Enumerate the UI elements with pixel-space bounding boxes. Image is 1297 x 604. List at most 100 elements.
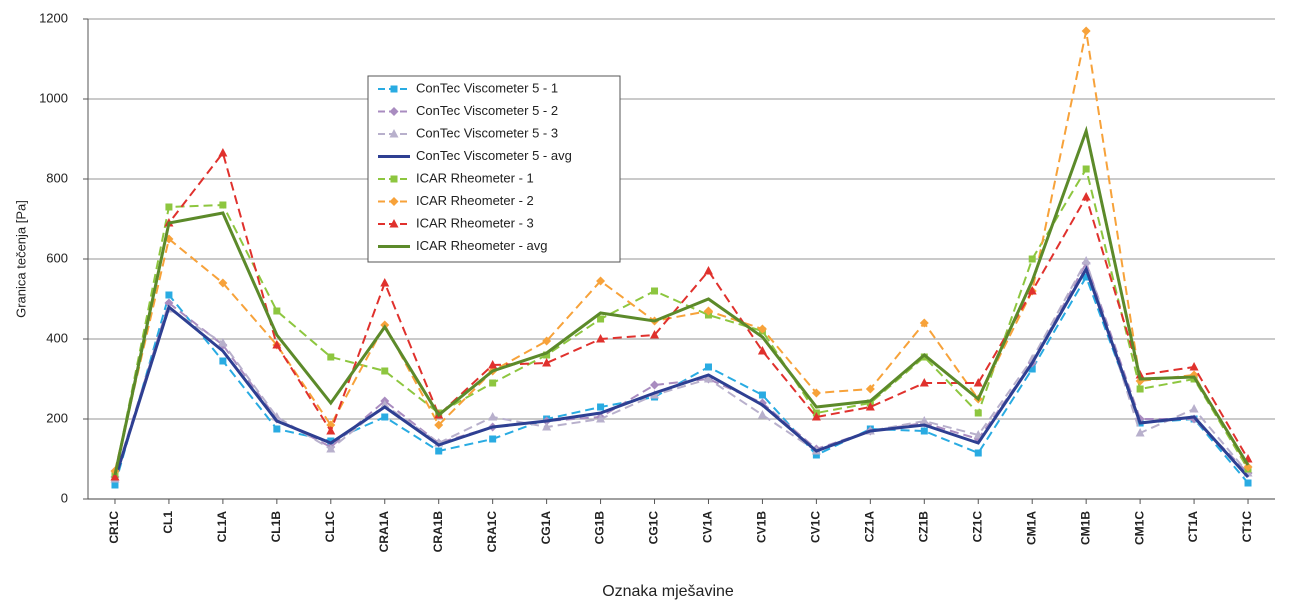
marker [380,400,390,409]
marker [919,318,929,328]
marker [596,334,606,343]
marker [435,447,443,455]
marker [757,324,767,334]
y-tick-label: 1200 [39,10,68,25]
marker [273,307,281,315]
marker [1081,256,1091,265]
legend-box [367,75,621,263]
x-tick-label: CL1 [161,511,175,534]
y-tick-label: 200 [46,410,68,425]
legend: ConTec Viscometer 5 - 1 ConTec Viscometer… [367,75,621,263]
x-tick-label: CL1B [269,511,283,543]
marker [651,287,659,295]
marker [704,363,712,371]
x-tick-label: CRA1B [431,511,445,553]
marker [1244,479,1252,487]
marker [919,416,929,425]
marker [218,338,228,347]
marker [164,298,174,308]
marker [542,358,552,367]
y-tick-label: 800 [46,170,68,185]
marker [326,426,336,435]
y-tick-label: 400 [46,330,68,345]
series-line [114,260,1249,478]
marker [326,444,336,453]
marker [757,410,767,419]
legend-marker [390,85,398,93]
legend-marker [389,197,399,206]
marker [218,148,228,157]
x-tick-label: CM1A [1024,511,1038,545]
x-tick-label: CV1B [755,511,769,543]
legend-label: ConTec Viscometer 5 - 1 [416,80,558,95]
marker [650,330,660,339]
x-tick-label: CG1A [539,511,553,545]
x-tick-label: CG1C [647,511,661,545]
marker [973,430,983,439]
x-tick-label: CM1C [1132,511,1146,545]
marker [1028,255,1036,263]
marker [973,378,983,387]
marker [1082,273,1090,281]
marker [489,379,497,387]
marker [703,374,713,383]
marker [811,388,821,398]
marker [111,481,119,489]
series-line [113,125,1250,476]
marker [920,427,928,435]
marker [542,422,552,431]
legend-marker [390,175,398,183]
marker [703,266,713,275]
marker [542,336,552,346]
marker [1027,286,1037,295]
legend-marker [389,129,399,138]
y-tick-label: 1000 [39,90,68,105]
y-axis-label: Granica tečenja [Pa] [13,200,28,318]
marker [920,353,928,361]
x-axis-label: Oznaka mješavine [602,583,734,600]
x-tick-label: CZ1A [863,511,877,543]
x-tick-label: CV1A [701,511,715,543]
marker [327,353,335,361]
x-tick-label: CT1A [1186,511,1200,543]
marker [974,409,982,417]
marker [811,412,821,421]
y-tick-label: 0 [61,490,68,505]
marker [219,357,227,365]
marker [758,391,766,399]
x-tick-label: CRA1C [485,511,499,553]
marker [381,367,389,375]
marker [596,276,606,286]
x-tick-label: CZ1C [970,511,984,543]
x-tick-label: CRA1A [377,511,391,553]
series-line [114,30,1249,472]
marker [596,414,606,423]
marker [865,384,875,394]
marker [327,437,335,445]
marker [434,420,444,430]
legend-label: ICAR Rheometer - 2 [416,193,534,208]
legend-label: ICAR Rheometer - avg [416,238,548,253]
marker [650,380,660,390]
legend-label: ICAR Rheometer - 1 [416,170,534,185]
series-line [114,258,1249,480]
legend-marker [389,219,399,228]
marker [1136,385,1144,393]
marker [1028,365,1036,373]
marker [703,306,713,316]
legend-label: ConTec Viscometer 5 - 2 [416,103,558,118]
marker [165,291,173,299]
marker [543,351,551,359]
marker [1135,428,1145,437]
marker [1189,362,1199,371]
marker [380,278,390,287]
marker [597,403,605,411]
marker [110,472,120,481]
marker [1081,192,1091,201]
marker [272,340,282,349]
marker [757,346,767,355]
x-tick-label: CL1C [323,511,337,543]
marker [488,360,498,369]
x-tick-label: CG1B [593,511,607,545]
